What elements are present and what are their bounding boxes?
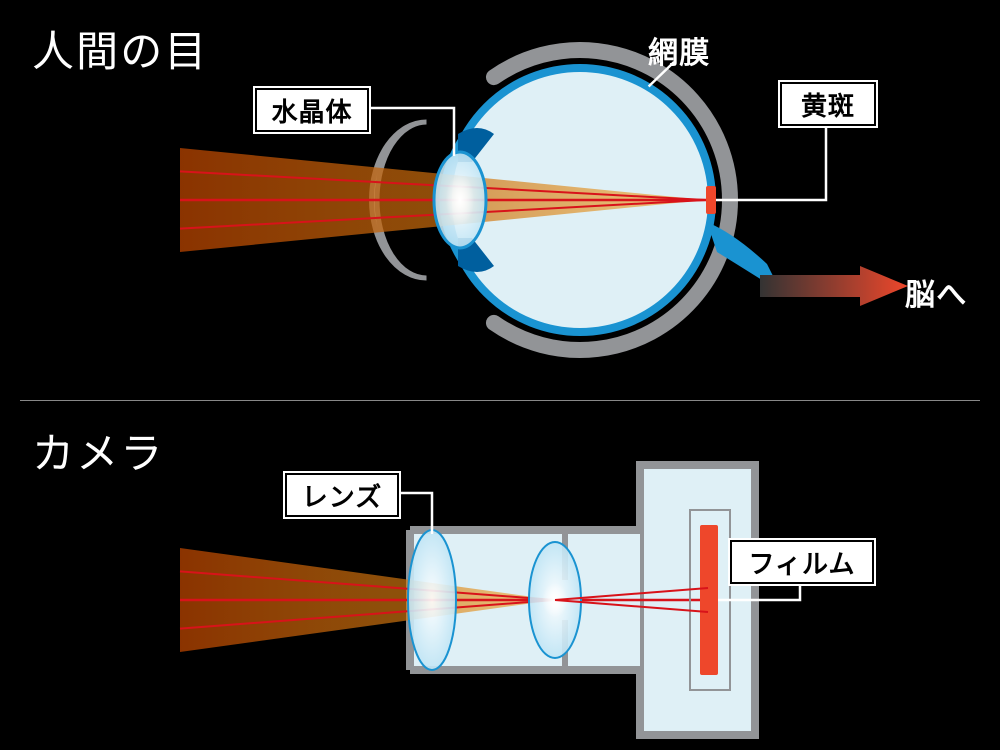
label-retina: 網膜 bbox=[648, 28, 710, 72]
diagram-stage: 人間の目 カメラ bbox=[0, 0, 1000, 750]
camera-lens-front bbox=[408, 530, 456, 670]
arrow-icon bbox=[760, 266, 908, 306]
label-lens: レンズ bbox=[285, 473, 399, 517]
label-film: フィルム bbox=[730, 540, 874, 584]
crystalline-lens-glow bbox=[446, 174, 475, 227]
label-to-brain: 脳へ bbox=[905, 270, 967, 314]
film bbox=[700, 525, 718, 675]
arrow-to-brain bbox=[760, 266, 908, 306]
label-crystalline-lens: 水晶体 bbox=[255, 88, 369, 132]
label-macula: 黄斑 bbox=[780, 82, 876, 126]
macula bbox=[706, 186, 716, 214]
camera-diagram bbox=[180, 465, 800, 735]
leader-crystalline-lens bbox=[365, 108, 454, 156]
